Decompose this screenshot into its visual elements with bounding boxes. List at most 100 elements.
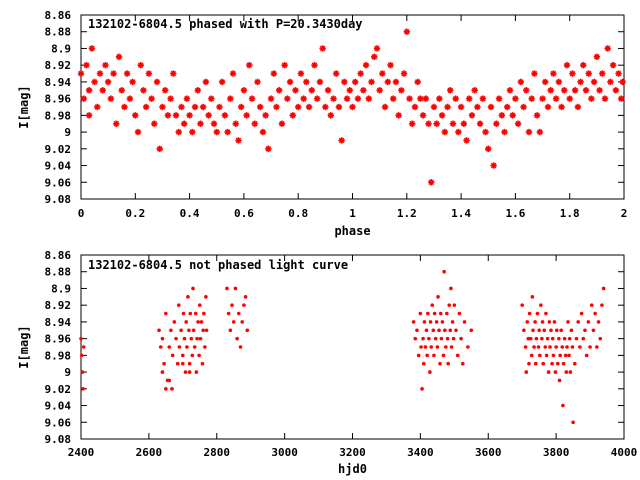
bottom-data-point bbox=[170, 353, 175, 358]
top-data-point bbox=[324, 87, 332, 94]
top-data-point bbox=[175, 128, 182, 136]
top-data-point bbox=[118, 87, 125, 94]
bottom-data-point bbox=[445, 336, 450, 341]
bottom-data-point bbox=[544, 311, 548, 316]
top-data-point bbox=[460, 120, 468, 127]
bottom-data-point bbox=[552, 320, 557, 324]
top-data-point bbox=[561, 87, 568, 94]
bottom-data-point bbox=[601, 286, 606, 291]
bottom-x-tick-label: 2800 bbox=[204, 446, 231, 459]
bottom-data-point bbox=[198, 336, 203, 341]
bottom-x-tick-label: 3000 bbox=[271, 446, 298, 459]
bottom-data-point bbox=[183, 370, 188, 374]
bottom-x-tick-label: 4000 bbox=[611, 446, 638, 459]
bottom-data-point bbox=[199, 320, 204, 324]
top-data-point bbox=[327, 112, 334, 119]
bottom-data-point bbox=[189, 336, 194, 341]
bottom-data-point bbox=[559, 328, 564, 333]
top-data-point bbox=[514, 120, 522, 127]
top-data-point bbox=[449, 120, 457, 127]
bottom-data-point bbox=[561, 403, 565, 408]
top-data-point bbox=[161, 87, 169, 94]
top-y-axis-label: I[mag] bbox=[17, 85, 31, 128]
top-data-point bbox=[601, 95, 609, 102]
top-data-point bbox=[142, 103, 150, 111]
bottom-data-point bbox=[191, 328, 196, 333]
bottom-y-tick-label: 8.96 bbox=[45, 333, 72, 346]
top-data-point bbox=[295, 103, 302, 111]
bottom-data-point bbox=[187, 361, 192, 366]
bottom-data-point bbox=[432, 353, 436, 358]
bottom-data-point bbox=[435, 345, 440, 349]
top-y-tick-label: 9.06 bbox=[45, 176, 72, 189]
bottom-data-point bbox=[418, 311, 423, 316]
top-data-point bbox=[275, 87, 283, 94]
top-data-point bbox=[387, 61, 394, 69]
bottom-data-point bbox=[551, 353, 556, 358]
top-data-point bbox=[303, 78, 310, 86]
top-chart-title: 132102-6804.5 phased with P=20.3430day bbox=[88, 17, 363, 31]
top-data-point bbox=[88, 45, 96, 52]
bottom-data-point bbox=[169, 328, 173, 333]
bottom-data-point bbox=[569, 328, 574, 333]
top-data-point bbox=[523, 87, 530, 94]
bottom-data-point bbox=[530, 295, 535, 299]
bottom-data-point bbox=[81, 387, 85, 391]
bottom-data-point bbox=[186, 295, 190, 299]
top-data-point bbox=[414, 78, 421, 86]
top-data-point bbox=[558, 103, 565, 111]
top-data-point bbox=[256, 103, 264, 111]
top-data-point bbox=[292, 87, 299, 94]
bottom-x-tick-label: 3200 bbox=[339, 446, 366, 459]
top-data-point bbox=[360, 87, 367, 94]
bottom-data-point bbox=[430, 303, 435, 307]
bottom-data-point bbox=[181, 361, 185, 366]
bottom-data-point bbox=[439, 336, 444, 341]
bottom-data-point bbox=[578, 345, 582, 349]
bottom-data-point bbox=[445, 311, 449, 316]
bottom-data-point bbox=[566, 320, 570, 324]
bottom-data-point bbox=[589, 303, 594, 307]
top-data-point bbox=[618, 95, 625, 102]
bottom-data-point bbox=[576, 320, 580, 324]
top-data-point bbox=[199, 103, 207, 111]
bottom-data-point bbox=[176, 303, 181, 307]
bottom-data-point bbox=[558, 353, 562, 358]
bottom-data-point bbox=[434, 320, 439, 324]
top-data-point bbox=[270, 70, 277, 77]
bottom-data-point bbox=[200, 361, 205, 366]
top-data-point bbox=[482, 128, 489, 136]
bottom-data-point bbox=[567, 336, 572, 341]
top-data-point bbox=[180, 120, 188, 127]
bottom-data-point bbox=[164, 387, 168, 391]
bottom-data-point bbox=[243, 295, 248, 299]
bottom-data-point bbox=[431, 328, 436, 333]
top-data-point bbox=[395, 112, 402, 119]
bottom-data-point bbox=[440, 320, 445, 324]
top-y-tick-label: 9.08 bbox=[45, 193, 72, 206]
top-data-point bbox=[539, 95, 546, 102]
bottom-data-point bbox=[548, 345, 552, 349]
top-y-tick-label: 8.98 bbox=[45, 109, 72, 122]
bottom-data-point bbox=[538, 353, 542, 358]
bottom-data-point bbox=[534, 336, 539, 341]
top-data-point bbox=[297, 70, 305, 77]
bottom-data-point bbox=[591, 328, 596, 333]
bottom-data-point bbox=[191, 286, 195, 291]
top-y-tick-label: 8.94 bbox=[45, 76, 72, 89]
top-data-point bbox=[343, 95, 351, 102]
bottom-data-point bbox=[230, 303, 234, 307]
bottom-data-point bbox=[233, 286, 238, 291]
bottom-data-point bbox=[557, 378, 562, 383]
bottom-data-point bbox=[162, 361, 166, 366]
bottom-data-point bbox=[454, 328, 458, 333]
bottom-data-point bbox=[550, 336, 555, 341]
top-y-tick-label: 9.04 bbox=[45, 160, 72, 173]
top-data-point bbox=[517, 78, 525, 86]
top-data-point bbox=[148, 95, 155, 102]
top-data-point bbox=[194, 87, 201, 94]
top-data-point bbox=[170, 70, 177, 77]
bottom-data-point bbox=[562, 336, 567, 341]
top-y-tick-label: 9.02 bbox=[45, 143, 72, 156]
top-data-point bbox=[474, 103, 481, 111]
